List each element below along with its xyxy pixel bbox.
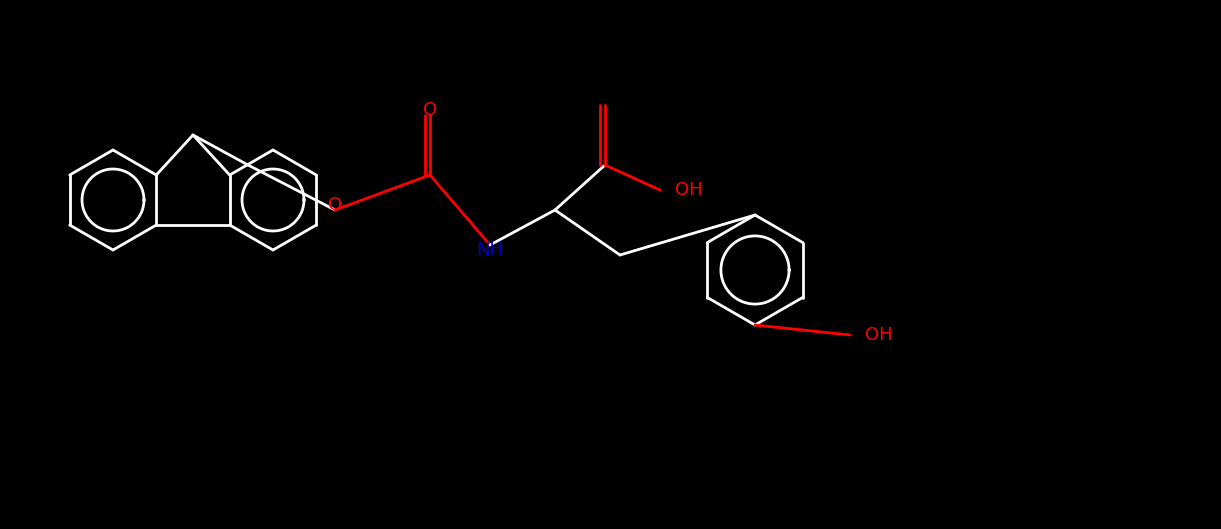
Text: O: O: [328, 196, 342, 214]
Text: NH: NH: [476, 241, 503, 259]
Text: OH: OH: [864, 326, 893, 344]
Text: OH: OH: [675, 181, 702, 199]
Text: O: O: [422, 101, 437, 119]
